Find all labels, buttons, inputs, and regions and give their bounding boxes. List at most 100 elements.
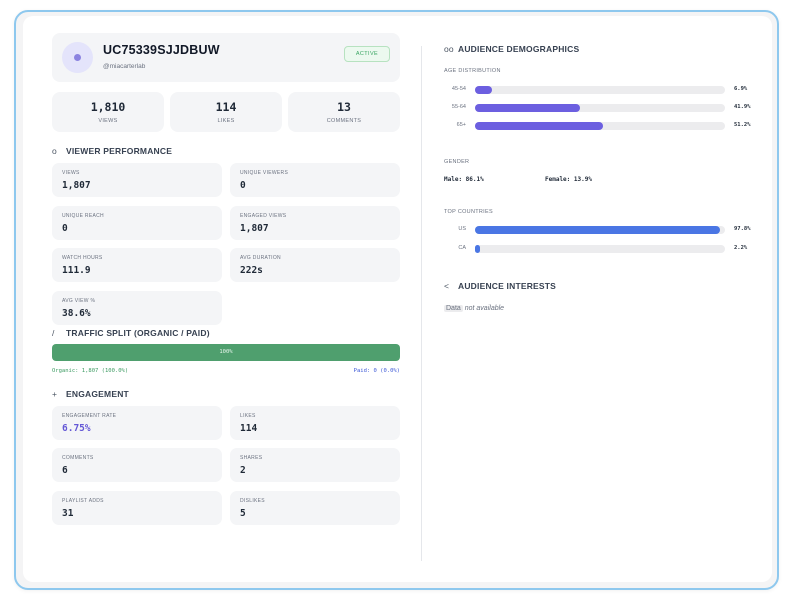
metric-label: AVG VIEW % — [62, 298, 96, 304]
country-bar-value: 97.8% — [734, 226, 751, 232]
metric-card-avg-duration: AVG DURATION 222s — [230, 248, 400, 282]
metric-label: WATCH HOURS — [62, 255, 103, 261]
metric-value: 6 — [62, 465, 68, 476]
metric-card-unique-reach: UNIQUE REACH 0 — [52, 206, 222, 240]
metric-label: SHARES — [240, 455, 263, 461]
audience-interests-heading: < AUDIENCE INTERESTS — [444, 281, 556, 291]
age-bar-row: 65+ 51.2% — [444, 121, 764, 131]
section-title: AUDIENCE INTERESTS — [458, 281, 557, 291]
infinity-icon: oo — [444, 44, 454, 54]
age-bar-fill — [475, 86, 493, 94]
age-bar-fill — [475, 122, 603, 130]
country-bar-row: CA 2.2% — [444, 244, 764, 254]
stat-likes: 114 LIKES — [170, 92, 282, 132]
metric-card-engaged-views: ENGAGED VIEWS 1,807 — [230, 206, 400, 240]
country-bar-row: US 97.8% — [444, 225, 764, 235]
traffic-split-heading: / TRAFFIC SPLIT (ORGANIC / PAID) — [52, 328, 210, 338]
metric-card-comments: COMMENTS 6 — [52, 448, 222, 482]
section-title: VIEWER PERFORMANCE — [66, 146, 173, 156]
metric-label: VIEWS — [62, 170, 80, 176]
age-bar-row: 55-64 41.9% — [444, 103, 764, 113]
age-distribution-label: AGE DISTRIBUTION — [444, 68, 501, 74]
plus-icon: + — [52, 389, 58, 399]
metric-label: ENGAGEMENT RATE — [62, 413, 117, 419]
metric-card-playlist-adds: PLAYLIST ADDS 31 — [52, 491, 222, 525]
audience-demographics-heading: oo AUDIENCE DEMOGRAPHICS — [444, 44, 579, 54]
age-bar-track — [475, 122, 725, 130]
age-bar-value: 6.9% — [734, 86, 748, 92]
metric-card-avg-view-percent: AVG VIEW % 38.6% — [52, 291, 222, 325]
country-bar-track — [475, 245, 725, 253]
metric-label: PLAYLIST ADDS — [62, 498, 104, 504]
metric-value: 0 — [62, 223, 68, 234]
metric-value: 38.6% — [62, 308, 91, 319]
gender-female: Female: 13.9% — [545, 176, 592, 183]
metric-label: UNIQUE VIEWERS — [240, 170, 289, 176]
metric-card-dislikes: DISLIKES 5 — [230, 491, 400, 525]
stat-value: 1,810 — [90, 100, 126, 114]
stat-views: 1,810 VIEWS — [52, 92, 164, 132]
metric-value: 222s — [240, 265, 263, 276]
metric-card-watch-hours: WATCH HOURS 111.9 — [52, 248, 222, 282]
country-bar-value: 2.2% — [734, 245, 748, 251]
metric-value: 2 — [240, 465, 246, 476]
viewer-performance-heading: o VIEWER PERFORMANCE — [52, 146, 172, 156]
country-bar-fill — [475, 245, 481, 253]
analytics-panel: UC75339SJJDBUW @miacarterlab ACTIVE 1,81… — [23, 16, 772, 582]
stat-value: 114 — [215, 100, 237, 114]
metric-value: 5 — [240, 508, 246, 519]
organic-traffic-text: Organic: 1,807 (100.0%) — [52, 368, 129, 374]
channel-id: UC75339SJJDBUW — [103, 43, 220, 57]
top-countries-label: TOP COUNTRIES — [444, 209, 493, 215]
age-bar-label: 45-54 — [451, 86, 466, 92]
age-bar-track — [475, 104, 725, 112]
country-bar-label: US — [458, 226, 466, 232]
metric-value: 1,807 — [240, 223, 269, 234]
metric-value: 1,807 — [62, 180, 91, 191]
metric-label: LIKES — [240, 413, 256, 419]
gender-label: GENDER — [444, 159, 470, 165]
age-bar-value: 51.2% — [734, 122, 751, 128]
stat-label: LIKES — [217, 118, 235, 124]
metric-label: COMMENTS — [62, 455, 94, 461]
metric-label: ENGAGED VIEWS — [240, 213, 287, 219]
unavailable-message: not available — [462, 305, 505, 312]
engagement-heading: + ENGAGEMENT — [52, 389, 129, 399]
traffic-split-bar: 100% — [52, 344, 400, 361]
metric-card-unique-viewers: UNIQUE VIEWERS 0 — [230, 163, 400, 197]
country-bar-label: CA — [458, 245, 466, 251]
metric-value: 6.75% — [62, 423, 91, 434]
age-bar-label: 55-64 — [451, 104, 466, 110]
age-bar-fill — [475, 104, 580, 112]
metric-value: 0 — [240, 180, 246, 191]
section-title: AUDIENCE DEMOGRAPHICS — [458, 44, 580, 54]
circle-icon: o — [52, 146, 57, 156]
age-bar-track — [475, 86, 725, 94]
avatar — [62, 42, 93, 73]
metric-label: UNIQUE REACH — [62, 213, 104, 219]
metric-value: 111.9 — [62, 265, 91, 276]
channel-handle: @miacarterlab — [103, 63, 146, 70]
country-bar-fill — [475, 226, 720, 234]
section-title: TRAFFIC SPLIT (ORGANIC / PAID) — [66, 328, 210, 338]
age-bar-value: 41.9% — [734, 104, 751, 110]
metric-value: 114 — [240, 423, 258, 434]
metric-card-engagement-rate: ENGAGEMENT RATE 6.75% — [52, 406, 222, 440]
metric-card-likes: LIKES 114 — [230, 406, 400, 440]
code-word: Data — [444, 305, 463, 312]
metric-card-views: VIEWS 1,807 — [52, 163, 222, 197]
stat-label: VIEWS — [98, 118, 118, 124]
age-bar-label: 65+ — [456, 122, 466, 128]
status-badge: ACTIVE — [344, 46, 390, 62]
section-title: ENGAGEMENT — [66, 389, 129, 399]
metric-card-shares: SHARES 2 — [230, 448, 400, 482]
gender-male: Male: 86.1% — [444, 176, 484, 183]
stat-value: 13 — [337, 100, 351, 114]
stat-label: COMMENTS — [326, 118, 362, 124]
interests-unavailable-text: Data not available — [444, 305, 504, 312]
window-frame: UC75339SJJDBUW @miacarterlab ACTIVE 1,81… — [14, 10, 779, 590]
country-bar-track — [475, 226, 725, 234]
chevron-left-icon: < — [444, 281, 450, 291]
channel-profile-card: UC75339SJJDBUW @miacarterlab ACTIVE — [52, 33, 400, 82]
metric-value: 31 — [62, 508, 74, 519]
